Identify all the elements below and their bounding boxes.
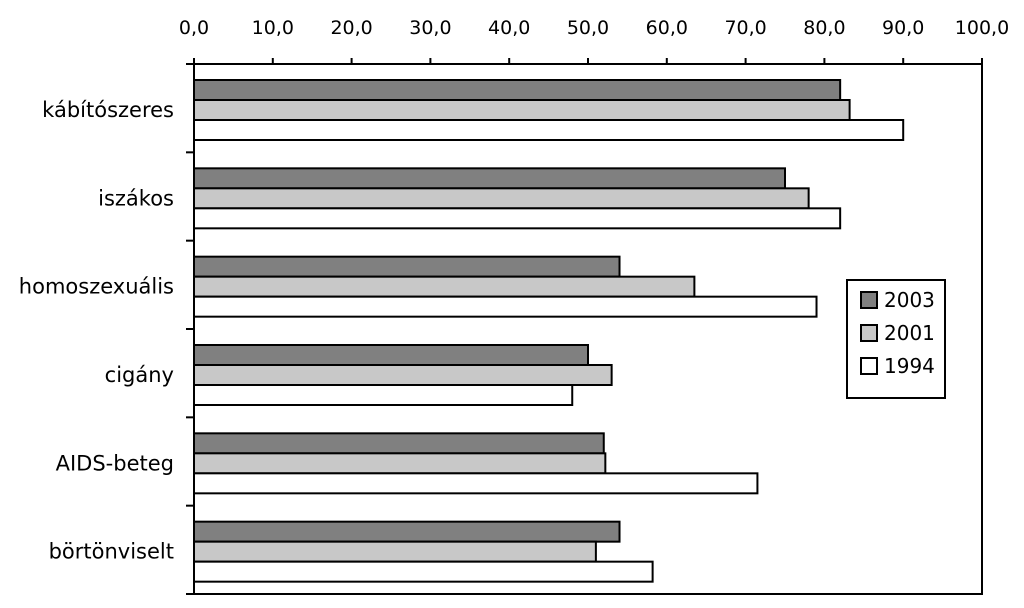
category-label: kábítószeres <box>42 98 174 122</box>
bar-2001 <box>193 275 696 298</box>
bar-2003 <box>193 520 621 543</box>
bar-2003 <box>193 432 605 455</box>
legend: 2003 2001 1994 <box>846 279 946 399</box>
legend-swatch-1994 <box>860 357 878 375</box>
x-tick-label: 50,0 <box>567 17 609 39</box>
x-tick-label: 20,0 <box>330 17 372 39</box>
category-label: börtönviselt <box>49 540 174 564</box>
bar-1994 <box>193 472 759 495</box>
bar-2003 <box>193 344 589 366</box>
legend-label: 2001 <box>884 321 935 345</box>
bar-1994 <box>193 295 818 318</box>
category-labels: kábítószeres iszákos homoszexuális cigány AI… <box>19 98 174 564</box>
category-label: homoszexuális <box>19 275 174 299</box>
x-tick-label: 90,0 <box>882 17 924 39</box>
bar-2001 <box>193 540 597 563</box>
bar-2003 <box>193 167 786 190</box>
x-axis-ticks: 0,0 10,0 20,0 30,0 40,0 50,0 60,0 70,0 80,0 90,0 1… <box>179 17 1009 64</box>
legend-label: 2003 <box>884 288 935 312</box>
y-axis-ticks <box>186 63 194 595</box>
category-label: AIDS-beteg <box>56 451 174 475</box>
bar-2003 <box>193 255 621 278</box>
bar-2001 <box>193 364 613 386</box>
legend-label: 1994 <box>884 354 935 378</box>
legend-swatch-2001 <box>860 324 878 342</box>
bar-1994 <box>193 384 574 406</box>
bar-2003 <box>193 79 842 101</box>
bar-2001 <box>193 187 810 210</box>
x-tick-label: 100,0 <box>955 17 1009 39</box>
bar-1994 <box>193 119 905 141</box>
x-tick-label: 30,0 <box>409 17 451 39</box>
x-tick-label: 60,0 <box>646 17 688 39</box>
bar-1994 <box>193 560 654 583</box>
x-tick-label: 0,0 <box>179 17 209 39</box>
bar-1994 <box>193 207 842 230</box>
legend-swatch-2003 <box>860 291 878 309</box>
x-tick-label: 80,0 <box>803 17 845 39</box>
category-label: cigány <box>105 363 174 387</box>
x-tick-label: 40,0 <box>488 17 530 39</box>
bar-2001 <box>193 452 607 475</box>
bar-2001 <box>193 99 851 121</box>
x-tick-label: 70,0 <box>724 17 766 39</box>
x-tick-label: 10,0 <box>252 17 294 39</box>
category-label: iszákos <box>98 186 174 210</box>
bars <box>193 79 905 583</box>
